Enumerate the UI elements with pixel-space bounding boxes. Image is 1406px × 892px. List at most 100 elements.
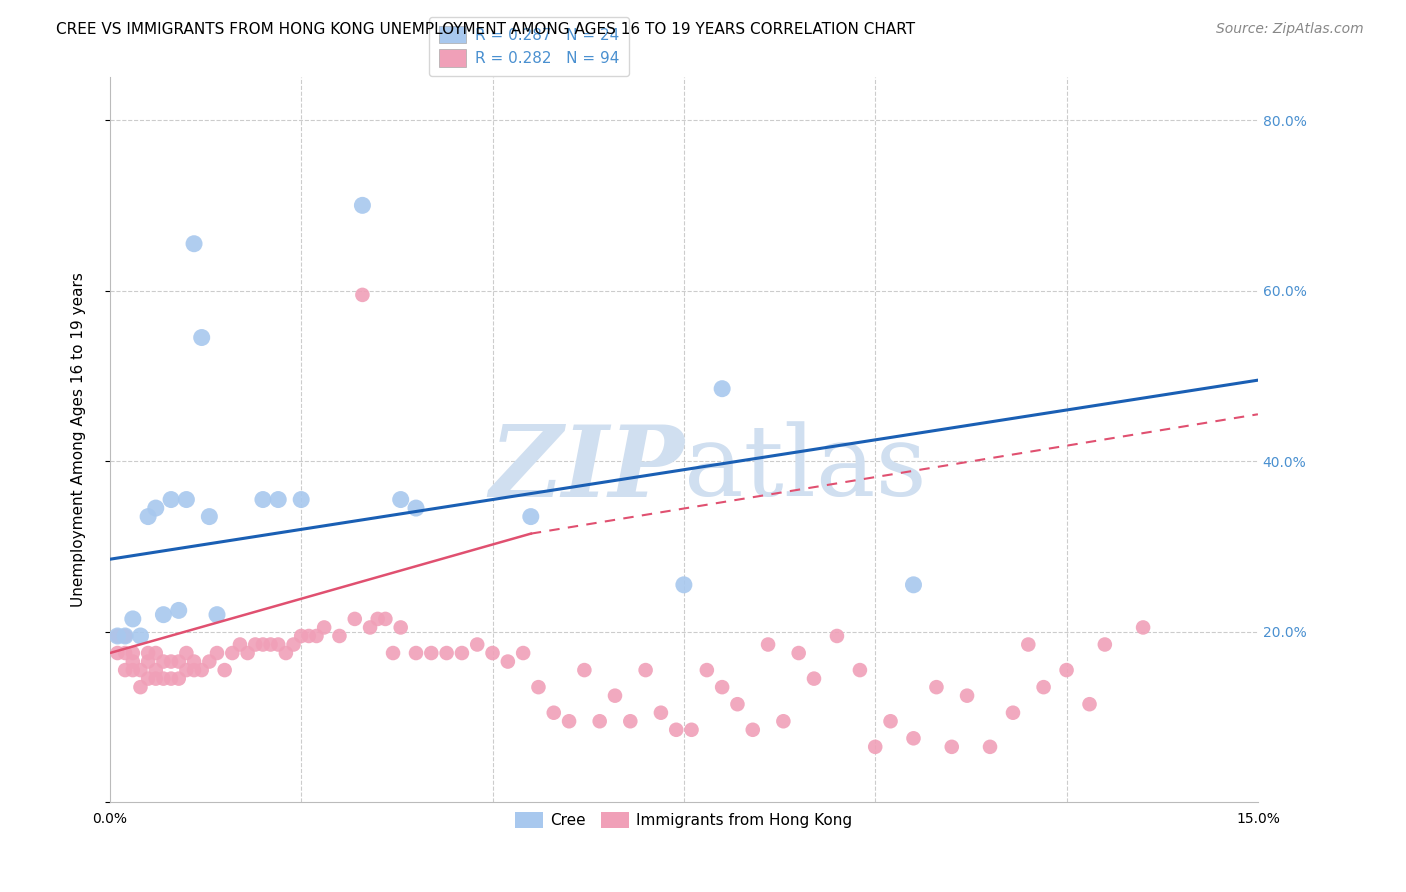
Point: [787, 646, 810, 660]
Point: [190, 330, 212, 344]
Text: CREE VS IMMIGRANTS FROM HONG KONG UNEMPLOYMENT AMONG AGES 16 TO 19 YEARS CORRELA: CREE VS IMMIGRANTS FROM HONG KONG UNEMPL…: [56, 22, 915, 37]
Point: [343, 612, 366, 626]
Point: [496, 655, 519, 669]
Point: [129, 663, 152, 677]
Point: [290, 629, 312, 643]
Point: [512, 646, 534, 660]
Point: [941, 739, 963, 754]
Point: [1017, 638, 1039, 652]
Text: atlas: atlas: [683, 421, 927, 516]
Point: [245, 638, 267, 652]
Point: [236, 646, 259, 660]
Point: [114, 663, 136, 677]
Point: [405, 501, 427, 516]
Point: [252, 638, 274, 652]
Point: [121, 612, 143, 626]
Point: [603, 689, 626, 703]
Point: [382, 646, 405, 660]
Point: [136, 646, 159, 660]
Point: [665, 723, 688, 737]
Point: [352, 288, 374, 302]
Point: [183, 655, 205, 669]
Point: [359, 620, 381, 634]
Point: [136, 672, 159, 686]
Point: [481, 646, 503, 660]
Point: [167, 672, 190, 686]
Point: [283, 638, 305, 652]
Point: [825, 629, 848, 643]
Point: [176, 492, 198, 507]
Point: [1056, 663, 1078, 677]
Point: [1032, 680, 1054, 694]
Point: [389, 492, 412, 507]
Point: [527, 680, 550, 694]
Text: Source: ZipAtlas.com: Source: ZipAtlas.com: [1216, 22, 1364, 37]
Point: [879, 714, 901, 729]
Point: [107, 629, 129, 643]
Point: [183, 236, 205, 251]
Point: [711, 680, 734, 694]
Point: [259, 638, 281, 652]
Point: [589, 714, 612, 729]
Point: [167, 655, 190, 669]
Point: [214, 663, 236, 677]
Point: [1094, 638, 1116, 652]
Point: [681, 723, 703, 737]
Point: [267, 492, 290, 507]
Point: [314, 620, 336, 634]
Point: [1001, 706, 1024, 720]
Point: [167, 603, 190, 617]
Point: [198, 655, 221, 669]
Point: [543, 706, 565, 720]
Point: [121, 663, 143, 677]
Point: [274, 646, 297, 660]
Point: [145, 672, 167, 686]
Point: [152, 672, 174, 686]
Point: [863, 739, 886, 754]
Point: [298, 629, 321, 643]
Point: [114, 629, 136, 643]
Point: [145, 501, 167, 516]
Point: [650, 706, 672, 720]
Point: [305, 629, 328, 643]
Point: [925, 680, 948, 694]
Point: [129, 680, 152, 694]
Point: [574, 663, 596, 677]
Point: [352, 198, 374, 212]
Point: [803, 672, 825, 686]
Point: [114, 646, 136, 660]
Point: [221, 646, 243, 660]
Point: [420, 646, 443, 660]
Point: [374, 612, 396, 626]
Point: [160, 655, 183, 669]
Point: [451, 646, 474, 660]
Point: [634, 663, 657, 677]
Point: [121, 646, 143, 660]
Point: [121, 655, 143, 669]
Point: [696, 663, 718, 677]
Point: [903, 578, 925, 592]
Point: [129, 629, 152, 643]
Point: [1078, 697, 1101, 711]
Point: [741, 723, 763, 737]
Point: [107, 629, 129, 643]
Point: [672, 578, 695, 592]
Point: [114, 629, 136, 643]
Point: [176, 646, 198, 660]
Point: [367, 612, 389, 626]
Point: [205, 646, 228, 660]
Point: [465, 638, 488, 652]
Point: [145, 663, 167, 677]
Point: [160, 492, 183, 507]
Point: [520, 509, 543, 524]
Point: [1132, 620, 1154, 634]
Point: [405, 646, 427, 660]
Point: [849, 663, 872, 677]
Point: [756, 638, 779, 652]
Point: [619, 714, 641, 729]
Point: [145, 646, 167, 660]
Point: [136, 655, 159, 669]
Point: [176, 663, 198, 677]
Point: [152, 607, 174, 622]
Point: [136, 509, 159, 524]
